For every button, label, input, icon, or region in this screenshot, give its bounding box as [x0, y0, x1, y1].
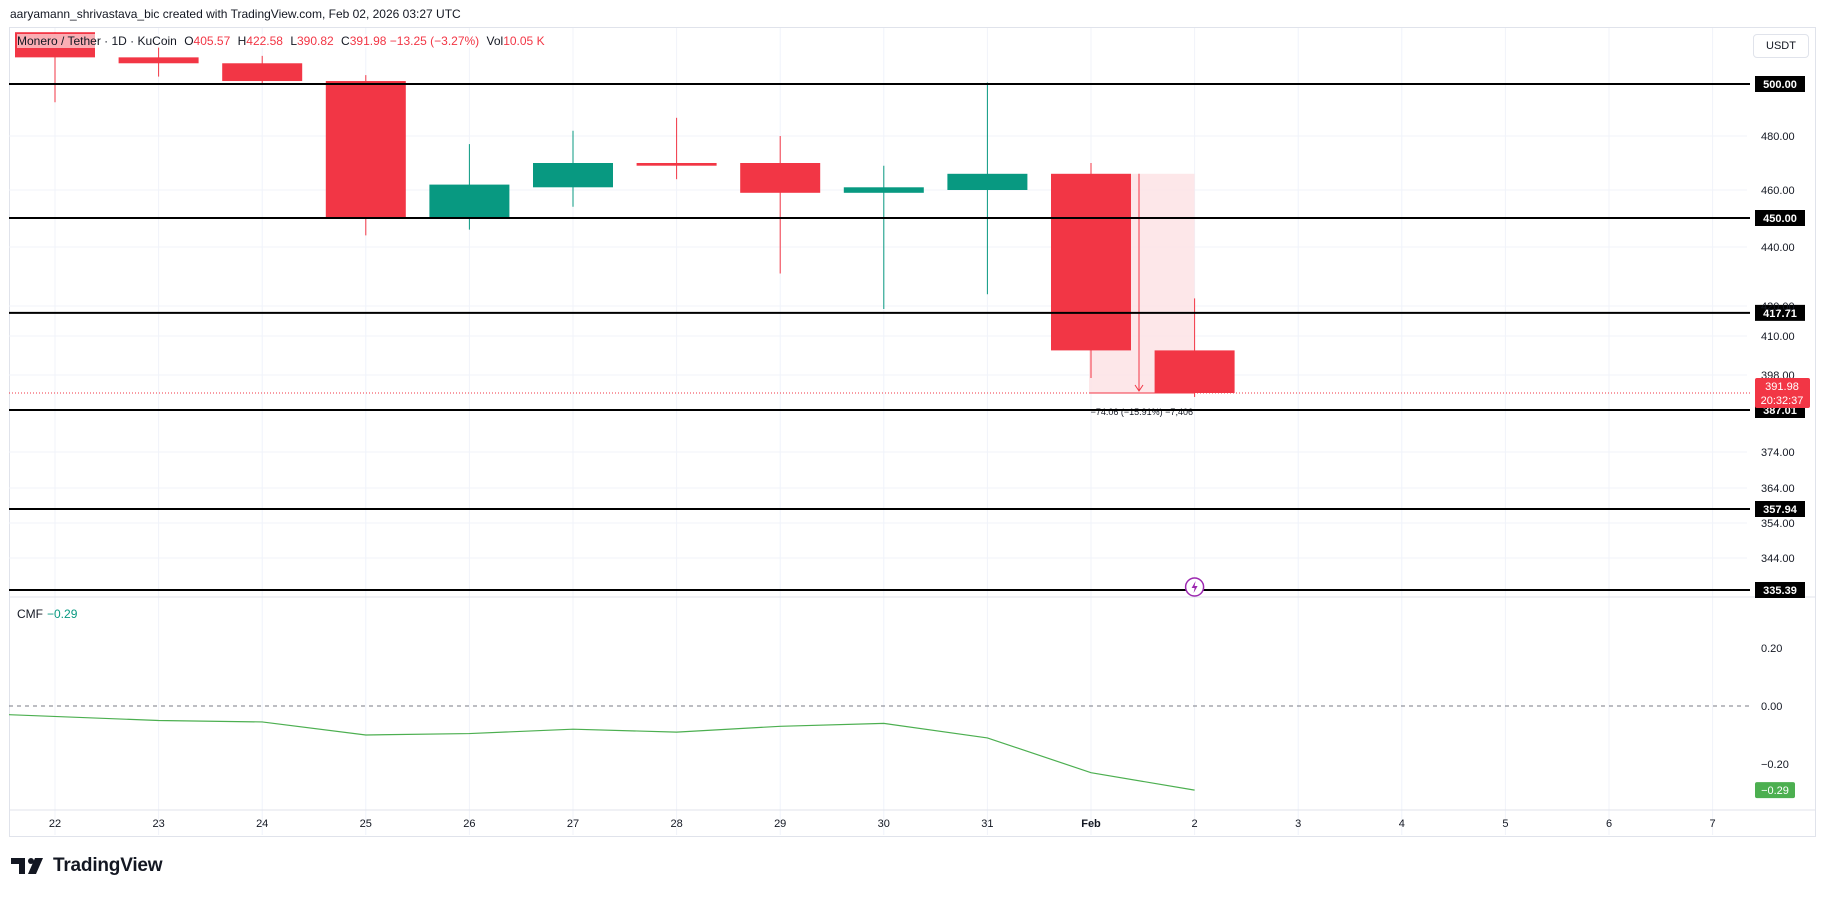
price-axis-tick: 354.00	[1761, 518, 1795, 530]
level-price-tag-bg	[1755, 582, 1805, 598]
candle-body	[429, 184, 510, 218]
candle-body	[636, 163, 717, 166]
level-price-tag: 450.00	[1763, 213, 1797, 225]
level-price-tag: 357.94	[1763, 504, 1798, 516]
candle-body	[118, 57, 199, 64]
high-value: 422.58	[246, 34, 283, 48]
cmf-axis-tick: −0.20	[1761, 759, 1789, 771]
tradingview-wordmark: TradingView	[53, 855, 163, 876]
price-axis-tick: 460.00	[1761, 185, 1795, 197]
price-axis-tick: 364.00	[1761, 483, 1795, 495]
tradingview-logo[interactable]: TradingView	[11, 855, 163, 877]
cmf-axis-tick: 0.00	[1761, 701, 1782, 713]
candle-body	[1051, 173, 1131, 351]
symbol-legend: Monero / Tether · 1D · KuCoin O405.57 H4…	[17, 34, 545, 48]
countdown-tag: 20:32:37	[1761, 395, 1804, 407]
low-value: 390.82	[297, 34, 334, 48]
level-price-tag-bg	[1755, 76, 1805, 92]
price-axis-tick: 480.00	[1761, 131, 1795, 143]
time-axis-tick: 4	[1399, 818, 1405, 830]
time-axis-tick: Feb	[1081, 818, 1101, 830]
cmf-value-tag: −0.29	[1761, 785, 1789, 797]
time-axis-tick: 27	[567, 818, 579, 830]
time-axis-tick: 25	[360, 818, 372, 830]
lightning-icon	[1191, 581, 1198, 593]
symbol-name[interactable]: Monero / Tether · 1D · KuCoin	[17, 34, 177, 48]
cmf-line	[8, 714, 1195, 791]
open-value: 405.57	[193, 34, 231, 48]
level-price-tag: 335.39	[1763, 585, 1797, 597]
price-axis-tick: 374.00	[1761, 447, 1795, 459]
level-price-tag-bg	[1755, 304, 1805, 321]
price-axis-tick: 420.00	[1761, 301, 1795, 313]
candle-body	[325, 81, 406, 218]
time-axis-tick: 30	[878, 818, 890, 830]
current-price-tag: 391.98	[1765, 381, 1799, 393]
open-label: O	[184, 34, 194, 48]
volume-value: 10.05 K	[503, 34, 545, 48]
cmf-legend[interactable]: CMF −0.29	[17, 607, 77, 621]
time-axis-tick: 23	[152, 818, 164, 830]
volume-label: Vol	[486, 34, 504, 48]
time-axis-tick: 7	[1710, 818, 1716, 830]
tradingview-logo-icon	[11, 858, 43, 874]
cmf-value-tag-bg	[1755, 782, 1795, 799]
price-axis-tick: 410.00	[1761, 331, 1795, 343]
low-label: L	[290, 34, 297, 48]
current-price-tag-bg	[1755, 378, 1810, 408]
time-axis-tick: 22	[49, 818, 61, 830]
price-axis-tick: 344.00	[1761, 553, 1795, 565]
measure-label: −74.06 (−15.91%) −7,406	[1091, 407, 1193, 417]
time-axis-tick: 31	[981, 818, 993, 830]
level-price-tag-bg	[1755, 501, 1805, 517]
time-axis-tick: 2	[1192, 818, 1198, 830]
close-value: 391.98	[349, 34, 387, 48]
candle-body	[843, 187, 924, 193]
level-price-tag: 417.71	[1763, 308, 1797, 320]
candle-body	[947, 173, 1028, 190]
chart-frame	[9, 27, 1816, 837]
time-axis-tick: 5	[1502, 818, 1508, 830]
time-axis-tick: 24	[256, 818, 268, 830]
chart-attribution: aaryamann_shrivastava_bic created with T…	[10, 7, 461, 21]
time-axis-tick: 26	[463, 818, 475, 830]
candle-body	[740, 163, 821, 193]
change-value: −13.25 (−3.27%)	[389, 34, 480, 48]
time-axis-tick: 28	[670, 818, 682, 830]
candle-body	[1154, 350, 1235, 393]
candle-body	[222, 63, 303, 82]
level-price-tag: 500.00	[1763, 79, 1797, 91]
candle-body	[533, 163, 613, 188]
level-price-tag-bg	[1755, 210, 1805, 226]
cmf-axis-tick: 0.20	[1761, 643, 1782, 655]
measure-arrow-head	[1134, 384, 1144, 392]
time-axis-tick: 3	[1295, 818, 1301, 830]
high-label: H	[237, 34, 247, 48]
currency-button[interactable]: USDT	[1753, 34, 1809, 58]
cmf-value: −0.29	[47, 607, 78, 621]
time-axis-tick: 6	[1606, 818, 1612, 830]
time-axis-tick: 29	[774, 818, 786, 830]
price-axis-tick: 440.00	[1761, 242, 1795, 254]
cmf-name: CMF	[17, 607, 43, 621]
close-label: C	[341, 34, 350, 48]
